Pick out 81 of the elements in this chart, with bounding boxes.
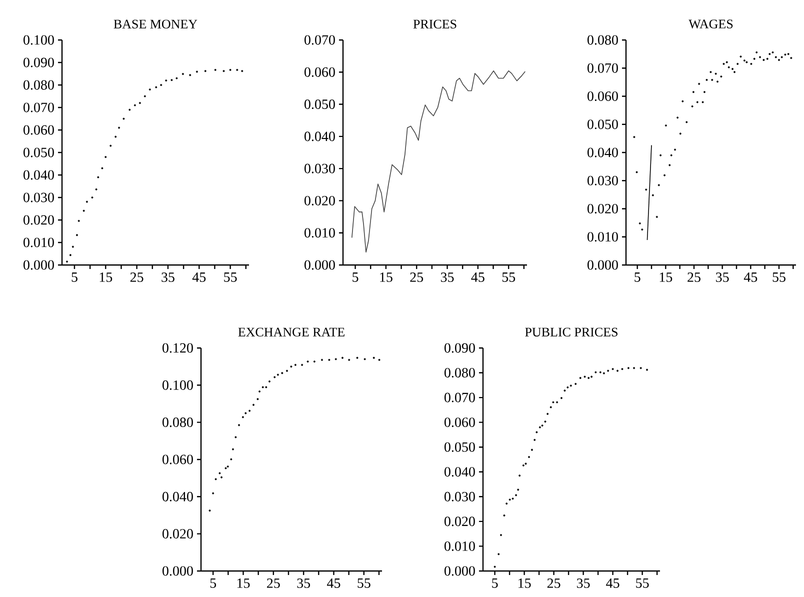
x-tick-label: 55 [358,578,370,588]
x-tick-label: 55 [772,272,786,282]
y-tick-label: 0.070 [588,63,618,73]
x-tick-label: 25 [410,272,424,282]
x-tick-label: 45 [606,578,620,588]
y-tick-label: 0.030 [304,164,335,174]
x-tick-label: 45 [327,578,340,588]
x-tick-label: 35 [297,578,310,588]
y-tick-label: 0.080 [24,80,54,90]
y-tick-label: 0.030 [444,492,475,502]
x-tick-label: 5 [352,272,358,282]
y-tick-label: 0.040 [588,148,618,158]
chart-title: WAGES [688,20,733,28]
y-tick-label: 0.060 [444,418,475,428]
y-tick-label: 0.040 [24,170,54,180]
y-tick-label: 0.060 [162,454,193,464]
y-tick-label: 0.080 [588,35,618,45]
y-tick-label: 0.050 [588,120,618,130]
y-tick-label: 0.020 [24,215,54,225]
y-tick-label: 0.060 [588,91,618,101]
y-tick-label: 0.010 [588,232,618,242]
y-tick-label: 0.080 [444,368,475,378]
chart-title: PUBLIC PRICES [525,328,618,336]
x-tick-label: 55 [224,272,237,282]
chart-title: BASE MONEY [114,20,198,28]
y-tick-label: 0.070 [24,102,54,112]
y-tick-label: 0.090 [444,343,475,353]
x-tick-label: 55 [502,272,516,282]
y-tick-label: 0.000 [24,260,54,270]
y-tick-label: 0.120 [162,343,193,353]
y-tick-label: 0.080 [162,418,193,428]
x-tick-label: 5 [72,272,78,282]
y-tick-label: 0.010 [24,238,54,248]
y-tick-label: 0.100 [162,380,193,390]
x-tick-label: 25 [267,578,280,588]
x-tick-label: 45 [471,272,484,282]
chart-title: PRICES [413,20,456,28]
x-tick-label: 45 [744,272,758,282]
x-tick-label: 15 [660,272,672,282]
chart-title: EXCHANGE RATE [238,328,344,336]
y-tick-label: 0.040 [444,467,475,477]
y-tick-label: 0.020 [304,196,335,206]
x-tick-label: 15 [380,272,392,282]
y-tick-label: 0.020 [444,516,475,526]
x-tick-label: 45 [192,272,206,282]
x-tick-label: 15 [100,272,112,282]
x-tick-label: 55 [636,578,649,588]
y-tick-label: 0.090 [24,58,54,68]
x-tick-label: 35 [716,272,729,282]
y-tick-label: 0.040 [162,492,193,502]
x-tick-label: 35 [162,272,174,282]
x-tick-label: 15 [237,578,250,588]
x-tick-label: 25 [547,578,560,588]
y-tick-label: 0.060 [304,67,335,77]
y-tick-label: 0.020 [162,529,193,539]
y-tick-label: 0.060 [24,125,54,135]
y-tick-label: 0.010 [444,541,475,551]
y-tick-label: 0.050 [304,100,335,110]
y-tick-label: 0.000 [304,260,335,270]
y-tick-label: 0.010 [304,228,335,238]
y-tick-label: 0.100 [24,35,54,45]
x-tick-label: 25 [688,272,700,282]
x-tick-label: 15 [518,578,531,588]
line-series [351,70,526,253]
x-tick-label: 35 [576,578,590,588]
x-tick-label: 35 [440,272,454,282]
y-tick-label: 0.040 [304,132,335,142]
y-tick-label: 0.070 [444,392,475,402]
y-tick-label: 0.000 [162,566,193,576]
x-tick-label: 5 [492,578,498,588]
x-tick-label: 5 [210,578,216,588]
y-tick-label: 0.050 [24,148,54,158]
y-tick-label: 0.020 [588,204,618,214]
y-tick-label: 0.030 [24,192,54,202]
y-tick-label: 0.000 [588,260,618,270]
y-tick-label: 0.000 [444,566,475,576]
y-tick-label: 0.050 [444,442,475,452]
y-tick-label: 0.070 [304,35,335,45]
y-tick-label: 0.030 [588,176,618,186]
x-tick-label: 25 [130,272,144,282]
x-tick-label: 5 [634,272,640,282]
